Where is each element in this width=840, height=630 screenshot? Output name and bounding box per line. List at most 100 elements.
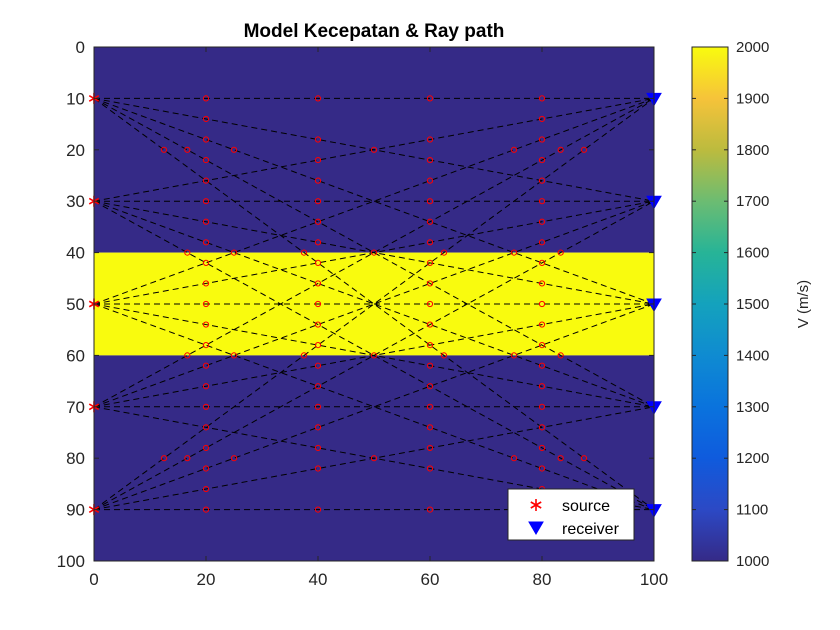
intersection-point [314,321,322,328]
y-tick-label: 10 [66,89,85,108]
intersection-point [202,198,210,205]
intersection-point [557,249,564,256]
intersection-point [426,218,434,225]
ray-4-0 [94,97,654,511]
intersection-point [538,424,546,431]
intersection-point [426,95,434,102]
intersection-point [510,146,518,153]
intersection-point [426,342,434,349]
intersection-point [202,239,210,246]
intersection-point [202,485,210,493]
ray-3-2 [94,303,654,408]
ray-4-3 [94,406,654,511]
intersection-point [160,455,168,462]
intersection-point [557,352,564,359]
y-tick-label: 20 [66,141,85,160]
colorbar-tick-label: 1700 [736,193,769,210]
intersection-point [314,218,322,225]
intersection-point [538,321,546,328]
intersection-point [538,218,546,225]
intersection-point [538,342,546,349]
intersection-point [538,198,546,205]
cell-intersections [160,95,588,513]
intersection-point [314,136,322,143]
intersection-point [426,259,434,266]
intersection-point [510,455,518,462]
intersection-point [202,115,210,123]
chart-title: Model Kecepatan & Ray path [244,21,505,42]
intersection-point [184,455,191,462]
intersection-point [538,280,546,287]
colorbar-tick-label: 1900 [736,90,769,107]
intersection-point [426,198,434,205]
intersection-point [580,455,588,462]
ray-1-4 [94,200,654,511]
colorbar-tick-label: 1100 [736,502,768,519]
colorbar-tick-label: 1200 [736,450,769,467]
intersection-point [314,342,322,349]
y-tick-label: 80 [66,449,85,468]
ray-2-1 [94,200,654,305]
intersection-point [557,146,564,153]
intersection-point [370,146,378,153]
intersection-point [538,403,546,410]
intersection-point [300,249,308,256]
intersection-point [314,383,322,390]
x-tick-label: 20 [197,570,216,589]
ray-4-1 [94,200,654,511]
intersection-point [426,465,434,472]
intersection-point [230,455,238,462]
intersection-point [538,239,546,246]
intersection-point [314,177,322,184]
intersection-point [314,506,322,513]
intersection-point [184,249,191,256]
y-tick-label: 40 [66,244,85,263]
intersection-point [230,249,238,256]
intersection-point [314,300,322,308]
intersection-point [370,455,378,462]
intersection-point [202,342,210,349]
intersection-point [314,259,322,266]
intersection-point [314,280,322,287]
intersection-point [202,506,210,513]
intersection-point [538,115,546,123]
colorbar [691,46,729,562]
intersection-point [314,362,322,369]
intersection-point [426,300,434,308]
colorbar-ticks: 1000 1100 1200 1300 1400 1500 1600 1700 1800 1900… [692,39,769,570]
colorbar-tick-label: 1000 [736,553,769,570]
x-tick-label: 60 [421,570,440,589]
intersection-point [538,465,546,472]
legend-source-label: source [562,498,610,515]
ray-0-4 [94,97,654,511]
intersection-point [426,280,434,287]
colorbar-tick-label: 1500 [736,296,769,313]
ray-paths [94,97,654,511]
intersection-point [426,239,434,246]
ray-0-3 [94,97,654,408]
colorbar-label: V (m/s) [795,280,812,328]
intersection-point [314,465,322,472]
colorbar-tick-label: 2000 [736,39,769,56]
intersection-point [426,383,434,390]
legend: source receiver [507,488,635,541]
colorbar-tick-label: 1800 [736,142,769,159]
intersection-point [300,352,308,359]
intersection-point [314,424,322,431]
legend-box [507,488,635,541]
intersection-point [184,146,191,153]
intersection-point [426,362,434,369]
intersection-point [426,321,434,328]
legend-source-marker [530,499,542,511]
intersection-point [202,424,210,431]
intersection-point [202,383,210,390]
colorbar-tick-label: 1400 [736,347,769,364]
x-tick-label: 80 [533,570,552,589]
intersection-point [202,321,210,328]
x-tick-label: 0 [89,570,98,589]
y-tick-label: 100 [57,552,85,571]
intersection-point [538,136,546,143]
colorbar-tick-label: 1600 [736,245,769,262]
intersection-point [314,198,322,205]
